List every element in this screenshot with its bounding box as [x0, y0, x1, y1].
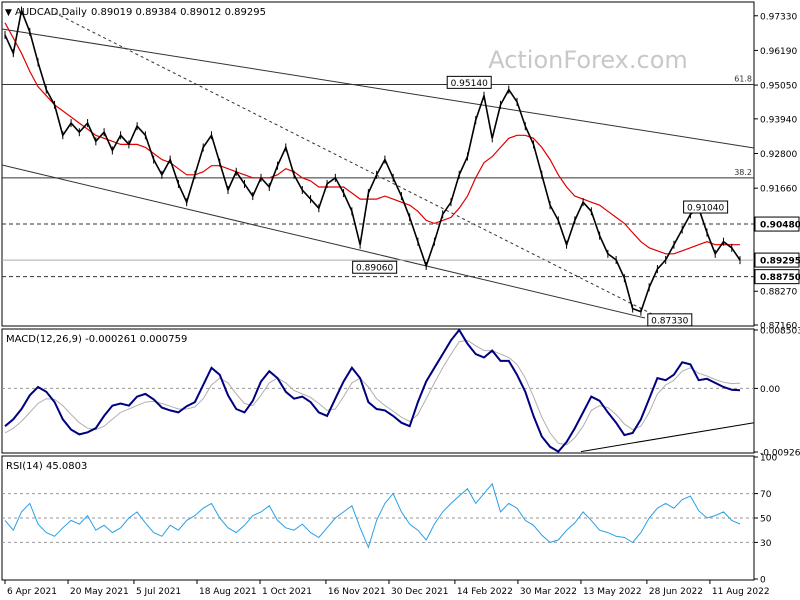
fib-level-label: 38.2 — [734, 168, 752, 177]
price-tick-box — [754, 216, 800, 232]
price-tick-label: 0.87160 — [760, 322, 797, 332]
price-tick-box — [754, 269, 800, 285]
level-annotation-box — [352, 260, 398, 274]
x-axis-label: 28 Jun 2022 — [649, 587, 703, 597]
ohlc-label: 0.89019 0.89384 0.89012 0.89295 — [91, 7, 266, 18]
price-line — [4, 7, 741, 313]
price-tick-label: 0.91660 — [760, 185, 797, 195]
price-tick-label: 0.97330 — [760, 12, 797, 22]
x-axis-label: 30 Mar 2022 — [520, 587, 577, 597]
level-annotation-label: 0.87330 — [651, 316, 688, 326]
price-tick-label: 0.90480 — [760, 221, 800, 231]
macd-panel-frame — [1, 328, 755, 454]
price-tick-label: 0.88270 — [760, 288, 797, 298]
macd-layer — [2, 328, 755, 453]
x-axis-label: 30 Dec 2021 — [391, 587, 449, 597]
level-annotation-box — [683, 200, 729, 214]
price-panel-frame — [1, 1, 755, 327]
lower-channel-line — [1, 164, 646, 319]
price-tick-box — [754, 252, 800, 268]
macd-label: MACD(12,26,9) -0.000261 0.000759 — [6, 334, 187, 345]
level-annotation-label: 0.89060 — [356, 264, 393, 274]
x-axis-label: 11 Aug 2022 — [712, 587, 770, 597]
axis-layer: 0.97330 0.96190 0.95050 0.93940 0.92800 0.916… — [4, 12, 800, 597]
x-axis-label: 1 Oct 2021 — [262, 587, 312, 597]
x-axis-label: 20 May 2021 — [70, 587, 129, 597]
macd-line — [4, 328, 741, 453]
x-axis-label: 6 Apr 2021 — [7, 587, 57, 597]
price-tick-label: 0.88750 — [760, 273, 800, 283]
level-annotation-box — [647, 313, 693, 327]
x-axis-label: 14 Feb 2022 — [457, 587, 513, 597]
macd-tick-label: -0.009262 — [760, 449, 800, 459]
rsi-tick-label: 50 — [760, 515, 772, 525]
macd-trendline — [580, 422, 755, 453]
macd-signal-line — [4, 339, 741, 446]
rsi-line — [4, 482, 741, 549]
price-layer: 61.8 38.2 0.95140 0.91040 0.89060 0.87330 — [2, 6, 754, 327]
rsi-tick-label: 70 — [760, 490, 772, 500]
level-annotation-label: 0.91040 — [687, 204, 724, 214]
rsi-tick-label: 100 — [760, 454, 777, 464]
rsi-label: RSI(14) 45.0803 — [6, 461, 87, 472]
dotted-trendline — [54, 12, 657, 317]
price-tick-label: 0.93940 — [760, 115, 797, 125]
x-axis-label: 13 May 2022 — [583, 587, 642, 597]
symbol-triangle-icon: ▼ — [5, 8, 12, 18]
x-axis-label: 18 Aug 2021 — [199, 587, 257, 597]
level-annotation-box — [446, 75, 492, 89]
fib-level-label: 61.8 — [734, 74, 752, 83]
price-tick-label: 0.96190 — [760, 47, 797, 57]
x-axis-label: 5 Jul 2021 — [136, 587, 181, 597]
rsi-tick-label: 30 — [760, 539, 772, 549]
macd-tick-label: 0.00 — [760, 385, 780, 395]
rsi-layer — [2, 482, 754, 549]
macd-tick-label: 0.008503 — [760, 327, 800, 337]
price-tick-label: 0.89295 — [760, 257, 800, 267]
price-tick-label: 0.92800 — [760, 150, 797, 160]
watermark: ActionForex.com — [488, 46, 688, 74]
price-tick-label: 0.95050 — [760, 82, 797, 92]
moving-average-line — [4, 22, 740, 255]
x-axis-label: 16 Nov 2021 — [328, 587, 386, 597]
rsi-tick-label: 0 — [760, 576, 766, 586]
level-annotation-label: 0.95140 — [451, 79, 488, 89]
upper-channel-line — [1, 28, 755, 149]
symbol-label: AUDCAD,Daily — [15, 7, 87, 18]
